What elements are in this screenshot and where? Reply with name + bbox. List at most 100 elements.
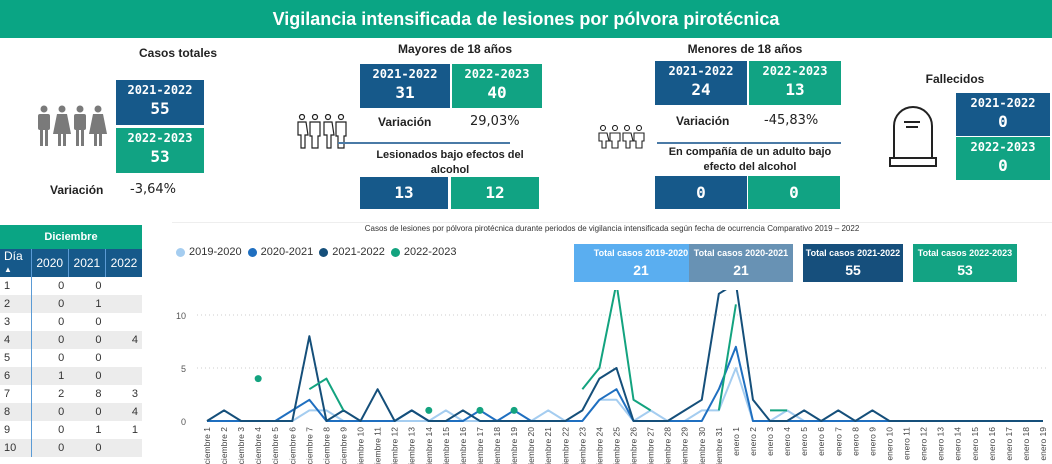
- period-label: 2022-2023: [464, 67, 530, 81]
- total-label: Total casos 2021-2022: [805, 248, 901, 258]
- x-tick-label: diciembre 24: [594, 427, 604, 464]
- y-tick-label: 5: [181, 364, 186, 374]
- table-cell: [105, 277, 142, 295]
- count-value: 55: [150, 99, 170, 118]
- chart-title: Casos de lesiones por pólvora pirotécnic…: [364, 224, 860, 233]
- table-cell: 0: [31, 439, 69, 457]
- x-tick-label: enero 10: [884, 427, 894, 461]
- x-tick-label: diciembre 6: [287, 427, 297, 464]
- count-value: 0: [998, 156, 1008, 175]
- data-point-2022-2023: [254, 375, 262, 383]
- total-label: Total casos 2022-2023: [917, 248, 1013, 258]
- x-tick-label: enero 5: [799, 427, 809, 456]
- legend-marker-icon: [390, 247, 400, 257]
- table-cell: 0: [68, 403, 106, 421]
- variacion-label: Variación: [50, 183, 104, 197]
- table-cell: 0: [31, 295, 69, 313]
- companion-2021-2022: 0: [655, 176, 747, 209]
- line-chart: 0 5 10 diciembre 1 diciembre 2 diciembre 3 dic…: [176, 290, 1048, 464]
- total-cases-card: Total casos 2021-2022 55: [803, 244, 903, 282]
- total-label: Total casos 2019-2020: [593, 248, 689, 258]
- total-value: 21: [633, 262, 649, 278]
- x-tick-label: diciembre 4: [253, 427, 263, 464]
- x-tick-label: diciembre 12: [390, 427, 400, 464]
- data-point-2022-2023: [476, 406, 484, 414]
- column-header-2021[interactable]: 2021: [68, 249, 106, 277]
- table-cell: 1: [31, 367, 69, 385]
- table-cell: 3: [0, 313, 32, 331]
- column-header-2020[interactable]: 2020: [31, 249, 69, 277]
- legend-label: 2021-2022: [332, 246, 385, 258]
- x-tick-label: enero 8: [850, 427, 860, 456]
- table-cell: 2: [0, 295, 32, 313]
- x-tick-label: enero 12: [919, 427, 929, 461]
- legend-label: 2022-2023: [403, 246, 457, 258]
- period-label: 2021-2022: [970, 96, 1036, 110]
- table-row: 5 0 0: [0, 349, 142, 367]
- table-cell: 4: [0, 331, 32, 349]
- series-line-2021-2022: [206, 290, 1043, 422]
- variacion-value: -3,64%: [130, 182, 176, 197]
- legend-item[interactable]: 2021-2022: [319, 246, 385, 258]
- x-tick-label: diciembre 13: [407, 427, 417, 464]
- legend-marker-icon: [176, 247, 185, 257]
- column-header-2022[interactable]: 2022: [110, 256, 138, 270]
- series-line-2022-2023: [717, 304, 737, 411]
- total-cases-card: Total casos 2022-2023 53: [913, 244, 1017, 282]
- table-row: 10 0 0: [0, 439, 142, 457]
- variacion-label: Variación: [378, 115, 432, 129]
- x-tick-label: diciembre 22: [560, 427, 570, 464]
- x-tick-label: enero 13: [936, 427, 946, 461]
- sort-ascending-icon: ▲: [4, 265, 12, 274]
- x-tick-label: diciembre 25: [611, 427, 621, 464]
- legend-item[interactable]: 2022-2023: [390, 246, 457, 258]
- x-tick-label: diciembre 23: [577, 427, 587, 464]
- table-cell: 0: [31, 331, 69, 349]
- variacion-value: -45,83%: [764, 113, 819, 128]
- count-value: 53: [150, 147, 170, 166]
- table-cell: 1: [131, 424, 138, 436]
- x-tick-label: enero 3: [765, 427, 775, 456]
- table-cell: 0: [95, 316, 102, 328]
- total-cases-card: Total casos 2019-2020 21: [574, 244, 708, 282]
- children-group-icon: [598, 125, 645, 149]
- table-cell: 0: [95, 280, 102, 292]
- legend-marker-icon: [319, 247, 329, 257]
- x-tick-label: enero 19: [1038, 427, 1048, 461]
- period-label: 2021-2022: [372, 67, 438, 81]
- legend-item[interactable]: 2020-2021: [247, 246, 313, 258]
- casos-totales-2022-2023: 2022-2023 53: [116, 128, 204, 173]
- table-cell: 5: [0, 349, 32, 367]
- period-label: 2021-2022: [668, 64, 734, 78]
- table-cell: 1: [68, 295, 106, 313]
- table-cell: 8: [0, 403, 32, 421]
- x-tick-label: diciembre 1: [202, 427, 212, 464]
- table-cell: 2: [58, 388, 65, 400]
- table-cell: 9: [0, 421, 32, 439]
- y-tick-label: 10: [176, 311, 186, 321]
- chart-legend: 2019-2020 2020-2021 2021-2022 2022-2023: [176, 246, 456, 258]
- x-tick-label: diciembre 16: [458, 427, 468, 464]
- table-title: Diciembre: [0, 225, 142, 249]
- legend-item[interactable]: 2019-2020: [176, 246, 242, 258]
- x-tick-label: diciembre 2: [219, 427, 229, 464]
- table-cell: 7: [0, 385, 32, 403]
- table-cell: 0: [58, 424, 65, 436]
- table-cell: 6: [0, 367, 32, 385]
- x-tick-label: diciembre 8: [321, 427, 331, 464]
- y-tick-label: 0: [181, 417, 186, 427]
- x-tick-label: diciembre 30: [697, 427, 707, 464]
- fallecidos-2022-2023: 2022-2023 0: [956, 137, 1050, 180]
- total-value: 21: [733, 262, 749, 278]
- column-header-dia[interactable]: Día ▲: [0, 249, 32, 277]
- x-tick-label: enero 9: [867, 427, 877, 456]
- fallecidos-2021-2022: 2021-2022 0: [956, 93, 1050, 136]
- x-tick-label: diciembre 5: [270, 427, 280, 464]
- x-tick-label: diciembre 28: [663, 427, 673, 464]
- x-tick-label: diciembre 15: [441, 427, 451, 464]
